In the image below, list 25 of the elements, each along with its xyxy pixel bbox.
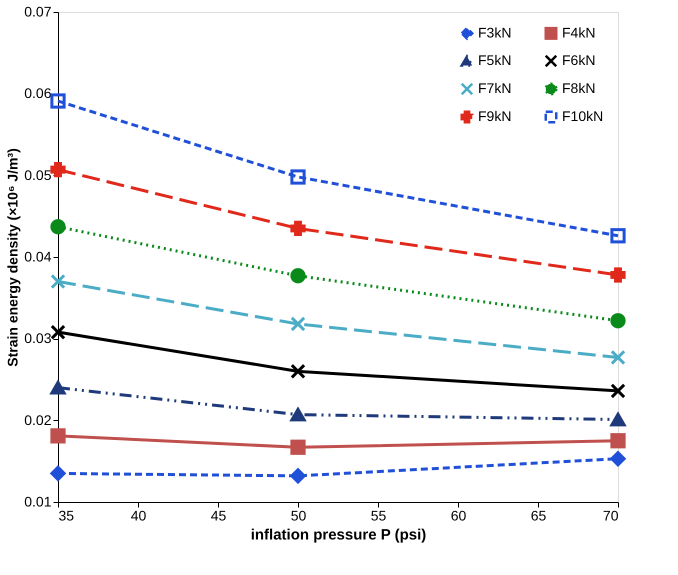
y-tick-label: 0.05 [24, 166, 52, 183]
legend-label: F6kN [562, 52, 596, 68]
x-tick-label: 55 [370, 508, 386, 524]
x-tick-label: 50 [290, 508, 306, 524]
legend-label: F7kN [478, 80, 512, 96]
x-tick-label: 40 [130, 508, 146, 524]
x-tick-label: 70 [602, 508, 619, 524]
legend-label: F8kN [562, 80, 596, 96]
legend-label: F9kN [478, 108, 512, 124]
x-tick-label: 60 [450, 508, 466, 524]
legend-label: F3kN [478, 24, 512, 40]
legend-label: F10kN [562, 108, 604, 124]
y-tick-label: 0.07 [24, 4, 52, 20]
x-tick-label: 45 [210, 508, 226, 524]
legend-label: F4kN [562, 24, 596, 40]
legend-label: F5kN [478, 52, 512, 68]
y-axis-title: Strain energy density (×10⁶ J/m³) [4, 148, 20, 367]
y-tick-label: 0.02 [24, 412, 52, 428]
y-tick-label: 0.04 [24, 248, 52, 264]
y-tick-label: 0.01 [24, 494, 52, 510]
y-tick-label: 0.03 [24, 330, 52, 346]
x-tick-label: 35 [58, 508, 74, 524]
x-tick-label: 65 [530, 508, 546, 524]
y-tick-label: 0.06 [24, 85, 52, 102]
x-axis-title: inflation pressure P (psi) [250, 526, 426, 544]
